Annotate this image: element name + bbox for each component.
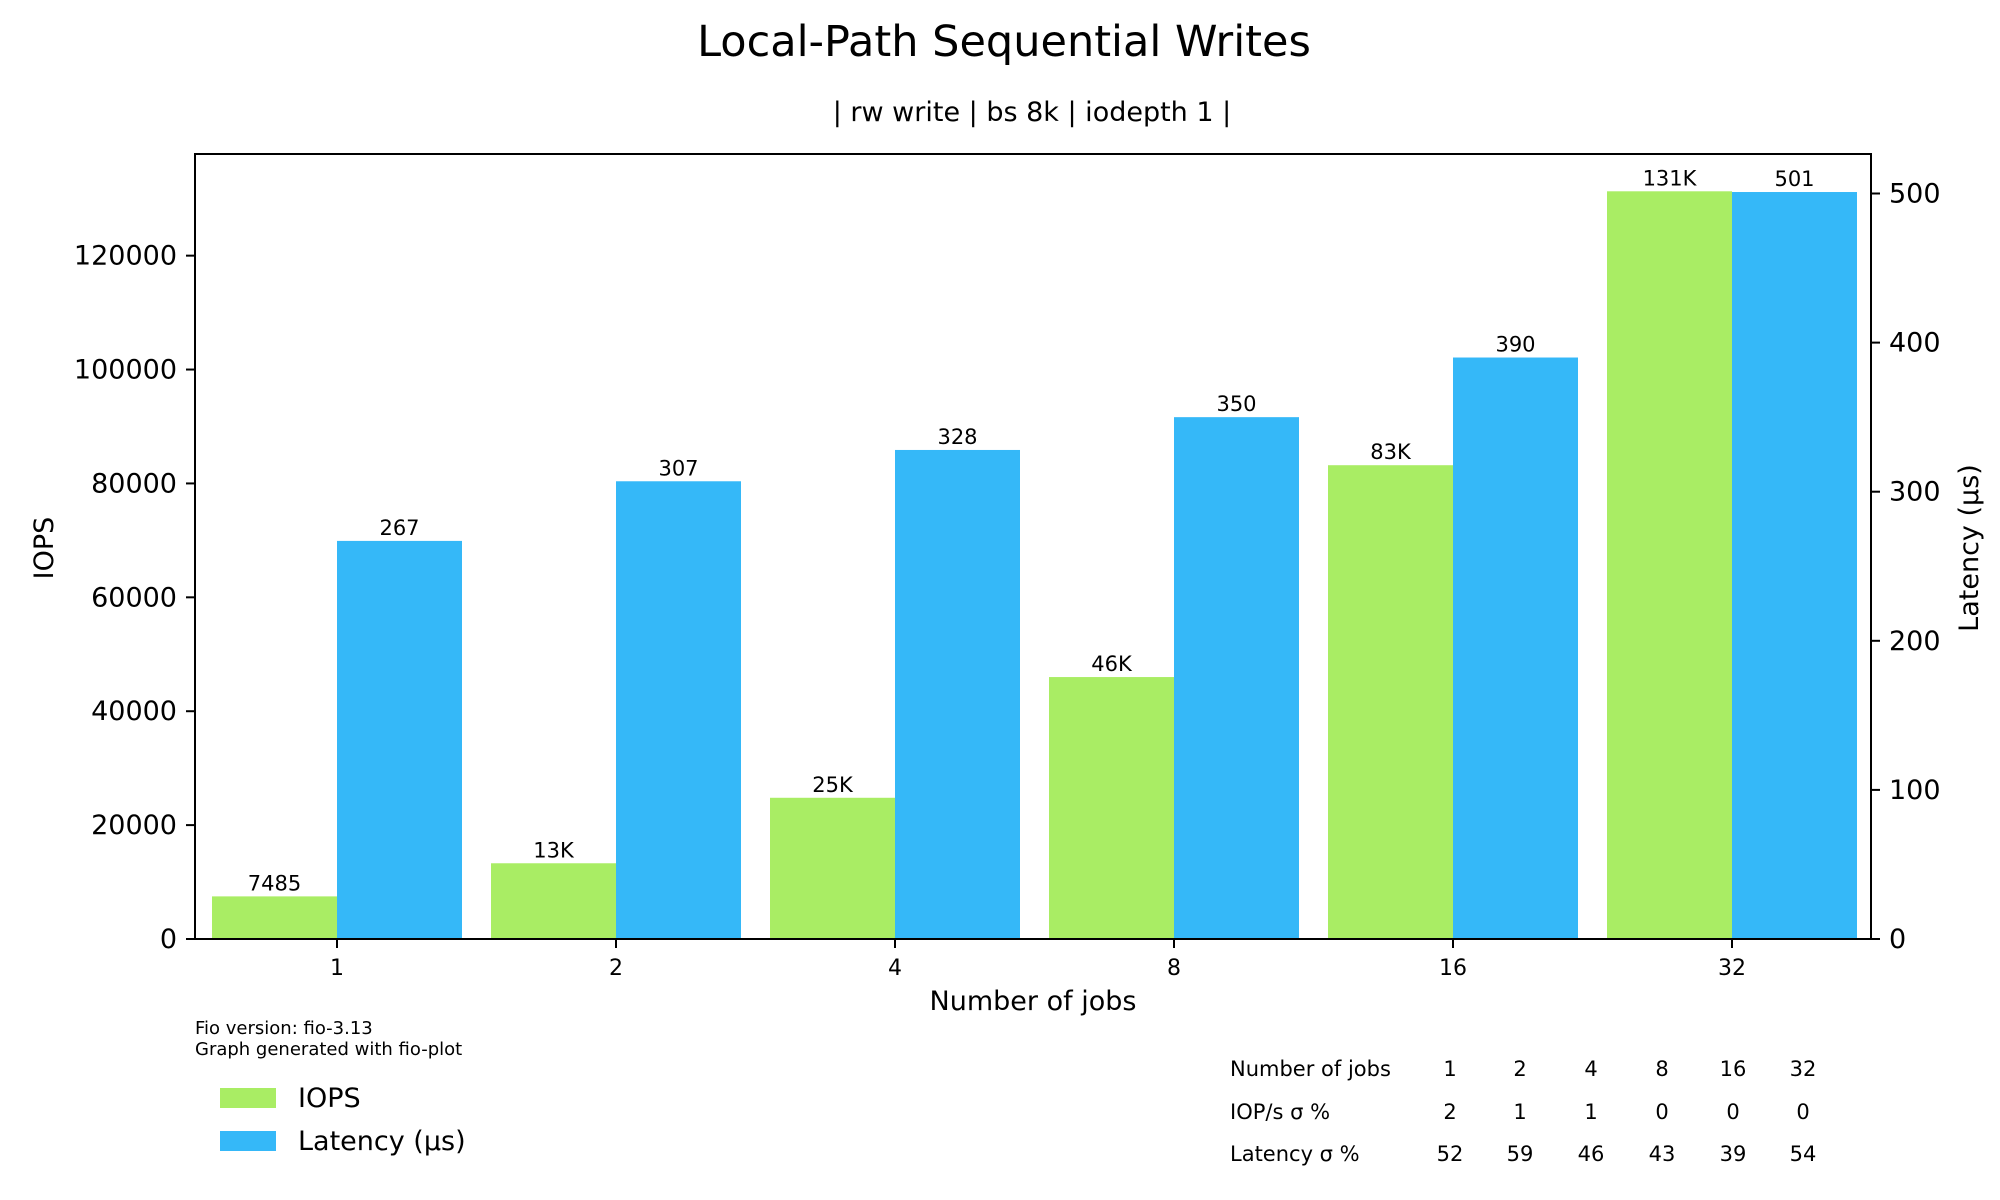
stats-cell: 46 xyxy=(1578,1142,1605,1166)
chart-subtitle: | rw write | bs 8k | iodepth 1 | xyxy=(833,97,1232,128)
data-label-latency-2: 307 xyxy=(658,456,698,480)
stats-cell: 1 xyxy=(1443,1057,1456,1081)
y-tick-label: 60000 xyxy=(91,582,177,613)
data-labels-layer: 7485 267 13K 307 25K 328 46K 350 83K 390 131K 501 xyxy=(248,166,1815,895)
y2-tick-label: 0 xyxy=(1889,924,1906,955)
y-tick-label: 40000 xyxy=(91,696,177,727)
stats-cell: 16 xyxy=(1720,1057,1747,1081)
data-label-latency-32: 501 xyxy=(1774,167,1814,191)
stats-cell: 0 xyxy=(1796,1100,1809,1124)
stats-cell: 43 xyxy=(1649,1142,1676,1166)
bar-latency-16 xyxy=(1453,357,1578,939)
stats-cell: 2 xyxy=(1443,1100,1456,1124)
y-tick-label: 120000 xyxy=(74,241,177,272)
legend-label-iops: IOPS xyxy=(298,1083,361,1114)
data-label-latency-8: 350 xyxy=(1216,392,1256,416)
bar-latency-1 xyxy=(337,540,462,939)
bar-iops-4 xyxy=(770,797,895,939)
footnote-generator: Graph generated with fio-plot xyxy=(195,1039,462,1060)
bar-latency-32 xyxy=(1732,192,1857,939)
plot-frame xyxy=(194,153,1872,940)
stats-cell: 1 xyxy=(1513,1100,1526,1124)
stats-cell: 59 xyxy=(1507,1142,1534,1166)
y2-axis-label: Latency (µs) xyxy=(1954,464,1985,632)
bar-iops-8 xyxy=(1049,677,1174,939)
stats-row-label: Number of jobs xyxy=(1230,1057,1391,1081)
y-axis-label: IOPS xyxy=(29,517,60,580)
left-axis-ticks: 0 20000 40000 60000 80000 100000 120000 xyxy=(74,241,195,955)
data-label-latency-4: 328 xyxy=(937,425,977,449)
stats-cell: 4 xyxy=(1584,1057,1597,1081)
stats-cell: 39 xyxy=(1720,1142,1747,1166)
bars-layer xyxy=(212,191,1857,939)
stats-cell: 52 xyxy=(1437,1142,1464,1166)
y-tick-label: 80000 xyxy=(91,468,177,499)
data-label-iops-16: 83K xyxy=(1370,440,1412,464)
bar-latency-4 xyxy=(895,449,1020,939)
data-label-iops-4: 25K xyxy=(812,773,854,797)
bar-latency-2 xyxy=(616,481,741,939)
x-tick-label: 8 xyxy=(1167,956,1181,981)
legend-swatch-iops xyxy=(220,1088,276,1108)
x-tick-label: 4 xyxy=(888,956,902,981)
y2-tick-label: 100 xyxy=(1889,775,1941,806)
y2-tick-label: 400 xyxy=(1889,328,1941,359)
bar-iops-1 xyxy=(212,896,337,939)
x-tick-label: 2 xyxy=(609,956,623,981)
stats-cell: 0 xyxy=(1726,1100,1739,1124)
right-axis-ticks: 0 100 200 300 400 500 xyxy=(1871,179,1941,955)
y2-tick-label: 200 xyxy=(1889,626,1941,657)
footnote-version: Fio version: fio-3.13 xyxy=(195,1018,373,1039)
data-label-latency-1: 267 xyxy=(379,516,419,540)
bar-iops-32 xyxy=(1607,191,1732,939)
legend-label-latency: Latency (µs) xyxy=(298,1126,466,1157)
data-label-iops-2: 13K xyxy=(533,838,575,862)
stats-row-label: Latency σ % xyxy=(1230,1142,1360,1166)
bar-iops-2 xyxy=(491,863,616,939)
stats-table: Number of jobs 1 2 4 8 16 32 IOP/s σ % 2 1 1 0 0 0 Lat… xyxy=(1230,1057,1816,1166)
legend: IOPS Latency (µs) xyxy=(220,1083,466,1157)
data-label-iops-8: 46K xyxy=(1091,652,1133,676)
data-label-iops-1: 7485 xyxy=(248,871,301,895)
stats-cell: 8 xyxy=(1655,1057,1668,1081)
stats-cell: 2 xyxy=(1513,1057,1526,1081)
x-tick-label: 32 xyxy=(1718,956,1746,981)
y-tick-label: 0 xyxy=(160,924,177,955)
bar-latency-8 xyxy=(1174,417,1299,939)
chart-title: Local-Path Sequential Writes xyxy=(697,17,1311,67)
y2-tick-label: 300 xyxy=(1889,477,1941,508)
data-label-latency-16: 390 xyxy=(1495,333,1535,357)
y-tick-label: 20000 xyxy=(91,810,177,841)
x-axis-ticks: 1 2 4 8 16 32 xyxy=(330,939,1746,981)
stats-cell: 0 xyxy=(1655,1100,1668,1124)
y2-tick-label: 500 xyxy=(1889,179,1941,210)
stats-cell: 1 xyxy=(1584,1100,1597,1124)
data-label-iops-32: 131K xyxy=(1643,166,1698,190)
stats-cell: 32 xyxy=(1790,1057,1817,1081)
y-tick-label: 100000 xyxy=(74,355,177,386)
bar-iops-16 xyxy=(1328,465,1453,939)
stats-row-label: IOP/s σ % xyxy=(1230,1100,1330,1124)
x-axis-label: Number of jobs xyxy=(930,986,1137,1017)
legend-swatch-latency xyxy=(220,1131,276,1151)
x-tick-label: 16 xyxy=(1439,956,1467,981)
x-tick-label: 1 xyxy=(330,956,344,981)
stats-cell: 54 xyxy=(1790,1142,1817,1166)
